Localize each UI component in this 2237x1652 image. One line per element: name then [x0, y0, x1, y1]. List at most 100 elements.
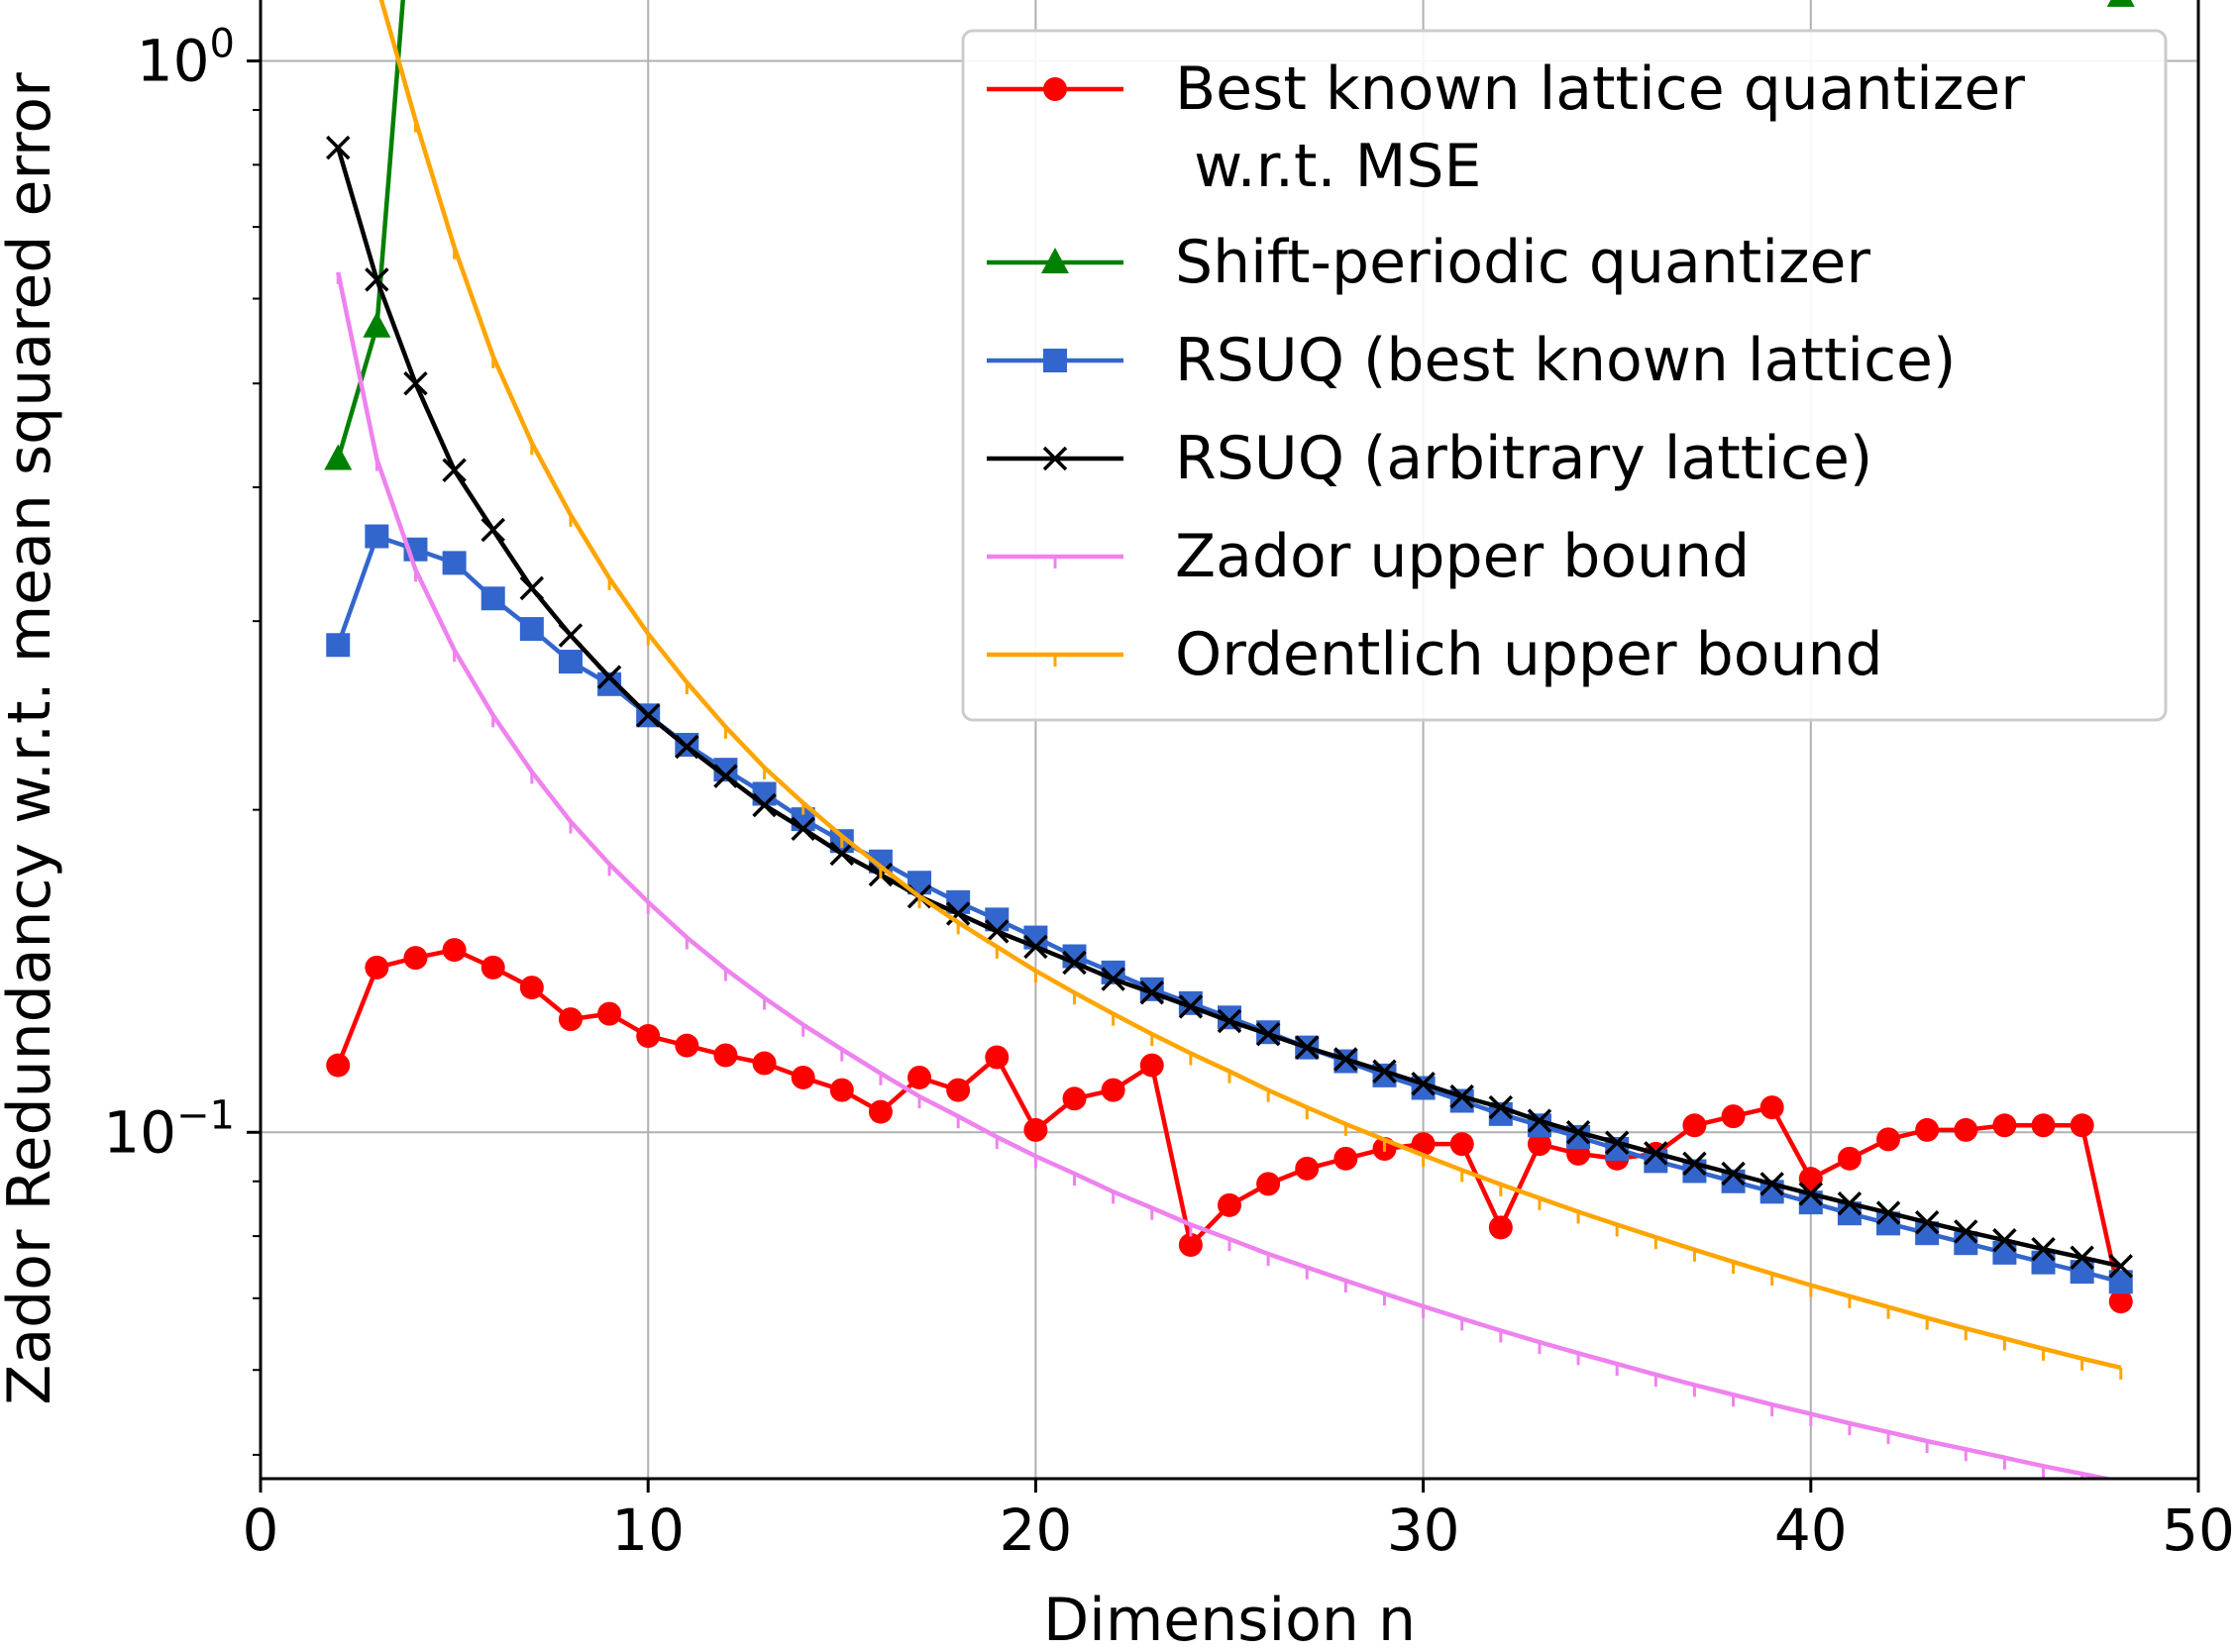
- data-point: [1798, 1182, 1824, 1206]
- data-point: [558, 1007, 583, 1032]
- data-point: [1721, 1161, 1746, 1187]
- data-point: [480, 955, 505, 980]
- data-point: [985, 1045, 1010, 1070]
- data-point: [1449, 1084, 1474, 1109]
- data-point: [675, 1033, 699, 1058]
- data-point: [2031, 1113, 2056, 1138]
- data-point: [1139, 981, 1164, 1005]
- data-point: [1217, 1008, 1242, 1034]
- data-point: [1682, 1151, 1707, 1177]
- data-point: [519, 617, 544, 642]
- data-point: [480, 517, 505, 543]
- data-point: [1178, 1232, 1203, 1257]
- data-point: [403, 370, 428, 396]
- data-point: [1837, 1146, 1862, 1171]
- legend-label: RSUQ (best known lattice): [1175, 326, 1956, 395]
- x-tick-label: 50: [2162, 1497, 2235, 1564]
- data-point: [326, 633, 351, 658]
- x-tick-label: 40: [1774, 1497, 1848, 1564]
- data-point: [791, 1065, 815, 1089]
- data-point: [791, 816, 815, 842]
- data-point: [635, 703, 661, 728]
- legend-label: Ordentlich upper bound: [1175, 620, 1883, 689]
- data-point: [2108, 1254, 2133, 1279]
- data-point: [1139, 1053, 1164, 1078]
- data-point: [636, 1024, 661, 1049]
- data-point: [558, 650, 583, 674]
- data-point: [752, 792, 777, 818]
- data-point: [829, 1078, 854, 1102]
- data-point: [1295, 1035, 1320, 1060]
- data-point: [1295, 1156, 1320, 1181]
- ticks: 0 10 20 30 40 50 10−1 100: [103, 22, 2235, 1564]
- data-point: [1062, 950, 1087, 976]
- legend-label: Shift-periodic quantizer: [1175, 228, 1870, 297]
- data-point: [1954, 1219, 1978, 1244]
- data-point: [945, 901, 971, 926]
- legend-marker: [1041, 248, 1069, 273]
- data-point: [1333, 1146, 1358, 1171]
- data-point: [596, 665, 622, 689]
- data-point: [1178, 994, 1204, 1019]
- data-point: [365, 267, 389, 292]
- legend-label: RSUQ (arbitrary lattice): [1175, 424, 1872, 493]
- data-point: [1255, 1021, 1281, 1047]
- data-point: [907, 1065, 932, 1089]
- axes: [259, 0, 2200, 1481]
- data-point: [1759, 1095, 1784, 1120]
- series: [378, 0, 2123, 1380]
- data-point: [2031, 1236, 2056, 1262]
- data-point: [1218, 1192, 1241, 1217]
- data-point: [1875, 1200, 1901, 1225]
- data-point: [324, 444, 353, 470]
- data-point: [1101, 1078, 1125, 1102]
- x-axis-label: Dimension n: [1043, 1586, 1416, 1652]
- data-point: [1682, 1113, 1707, 1138]
- data-point: [442, 551, 467, 575]
- legend-entries: Best known lattice quantizer w.r.t. MSE S…: [987, 54, 2025, 689]
- legend-label: Zador upper bound: [1175, 522, 1750, 591]
- data-point: [1992, 1113, 2017, 1138]
- data-point: [868, 1099, 893, 1124]
- data-point: [1256, 1172, 1281, 1196]
- data-point: [752, 781, 777, 806]
- data-point: [519, 575, 545, 601]
- data-point: [2070, 1113, 2094, 1138]
- data-point: [597, 1001, 622, 1026]
- data-point: [403, 946, 428, 971]
- data-point: [1992, 1240, 2017, 1265]
- data-point: [1488, 1094, 1514, 1120]
- legend-marker: [1043, 349, 1067, 372]
- data-point: [1798, 1167, 1823, 1191]
- x-tick-label: 0: [243, 1497, 279, 1564]
- data-point: [752, 1051, 777, 1076]
- series-line: [336, 0, 405, 461]
- data-point: [1023, 934, 1048, 960]
- data-point: [1411, 1132, 1436, 1157]
- data-point: [1488, 1215, 1513, 1240]
- x-tick-label: 30: [1387, 1497, 1460, 1564]
- data-point: [326, 135, 351, 160]
- legend-marker: [1042, 446, 1068, 471]
- data-point: [1914, 1209, 1940, 1235]
- data-point: [1721, 1104, 1746, 1129]
- data-point: [1954, 1117, 1978, 1142]
- data-point: [480, 586, 505, 611]
- data-point: [365, 524, 389, 549]
- series: [326, 938, 2133, 1314]
- data-point: [985, 919, 1010, 944]
- data-point: [946, 1078, 971, 1102]
- legend-frame: [961, 29, 2168, 722]
- data-point: [1837, 1190, 1863, 1216]
- data-point: [519, 976, 544, 1000]
- data-point: [1992, 1227, 2017, 1253]
- data-point: [1644, 1141, 1668, 1166]
- y-tick-label: 100: [137, 22, 235, 95]
- data-point: [1372, 1059, 1397, 1084]
- data-point: [1759, 1172, 1784, 1196]
- data-point: [1915, 1117, 1940, 1142]
- data-point: [1023, 1117, 1048, 1142]
- series: [336, 271, 2118, 1479]
- data-point: [2070, 1245, 2094, 1270]
